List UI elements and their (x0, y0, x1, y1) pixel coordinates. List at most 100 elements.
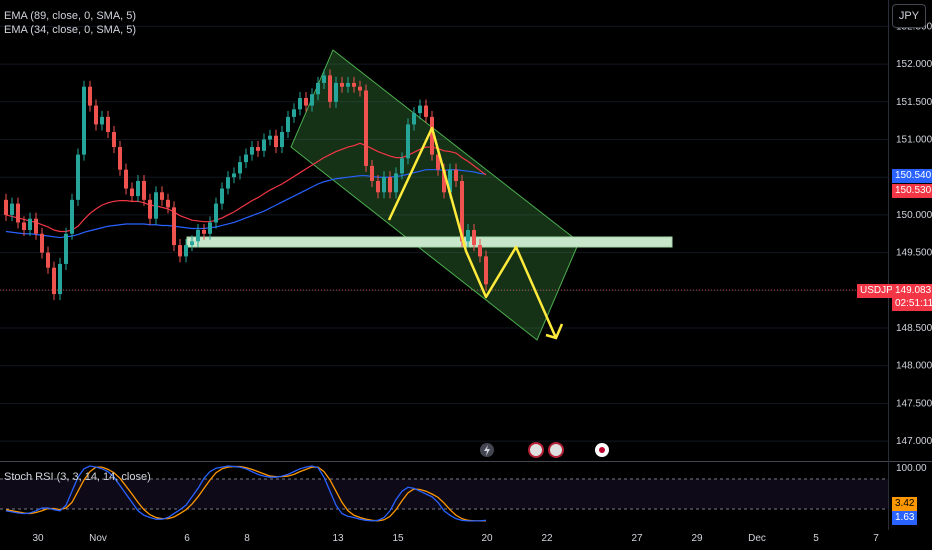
symbol-tag: USDJPY (857, 284, 903, 298)
candle (112, 131, 116, 148)
candle (172, 207, 176, 246)
ema34-legend[interactable]: EMA (34, close, 0, SMA, 5) (4, 24, 137, 36)
jp-flag-dot (599, 447, 605, 453)
x-tick-label: Dec (748, 533, 766, 544)
candle (34, 218, 38, 234)
candle (82, 86, 86, 155)
candle (328, 75, 332, 102)
zigzag-drawing[interactable] (387, 126, 558, 339)
stoch-rsi-legend[interactable]: Stoch RSI (3, 3, 14, 14, close) (4, 471, 151, 483)
x-tick-label: 15 (392, 533, 404, 544)
candle (232, 173, 236, 178)
candle (148, 199, 152, 219)
candle (448, 169, 452, 193)
candle (106, 116, 110, 132)
candle (388, 177, 392, 193)
arrow-head (545, 323, 564, 340)
candle (442, 169, 446, 193)
candle (400, 158, 404, 174)
stoch-d-tag: 3.42 (892, 497, 918, 511)
x-tick-label: 29 (691, 533, 703, 544)
candle (190, 241, 194, 246)
x-axis: 30 Nov 6 8 13 15 20 22 27 29 Dec 5 7 (32, 533, 879, 544)
candle (88, 86, 92, 106)
candle (16, 203, 20, 223)
candle (40, 233, 44, 253)
candle (382, 177, 386, 193)
candle (406, 124, 410, 159)
candle (346, 82, 350, 87)
event-markers (480, 442, 609, 458)
ema89-legend[interactable]: EMA (89, close, 0, SMA, 5) (4, 10, 137, 22)
x-tick-label: 20 (481, 533, 493, 544)
stoch-y-tick: 100.00 (896, 463, 927, 474)
x-tick-label: 27 (631, 533, 643, 544)
candles (4, 69, 488, 301)
x-tick-label: Nov (89, 533, 107, 544)
us-flag-icon (548, 442, 564, 458)
candle (70, 199, 74, 234)
candle (268, 135, 272, 140)
support-zone[interactable] (186, 236, 673, 248)
candle (394, 173, 398, 193)
candle (226, 177, 230, 189)
candle (202, 230, 206, 234)
candle (418, 105, 422, 114)
candle (22, 222, 26, 230)
candle (46, 252, 50, 268)
candle (94, 105, 98, 125)
candle (316, 82, 320, 95)
y-tick-label: 151.000 (896, 135, 932, 146)
candle (460, 180, 464, 242)
candle (28, 218, 32, 230)
x-tick-label: 8 (244, 533, 250, 544)
candle (298, 98, 302, 110)
x-tick-label: 6 (184, 533, 190, 544)
candle (466, 230, 470, 242)
candle (370, 165, 374, 181)
y-tick-label: 152.000 (896, 59, 932, 70)
candle (118, 147, 122, 170)
candle (166, 199, 170, 208)
candle (478, 245, 482, 257)
candle (64, 233, 68, 264)
descending-channel[interactable] (290, 49, 580, 341)
candle (10, 203, 14, 215)
last-price-tag: 149.083 (892, 284, 932, 298)
stoch-d-line (5, 465, 486, 522)
candle (124, 169, 128, 189)
candle (322, 75, 326, 83)
candle (160, 192, 164, 200)
candle (58, 263, 62, 295)
candle (280, 131, 284, 148)
countdown-tag: 02:51:11 (892, 297, 932, 311)
candle (256, 147, 260, 151)
us-flag-icon (528, 442, 544, 458)
candle (238, 162, 242, 174)
candle (286, 116, 290, 132)
candle (76, 154, 80, 200)
candle (292, 109, 296, 117)
candle (220, 188, 224, 204)
candle (340, 82, 344, 87)
y-tick-label: 149.500 (896, 248, 932, 259)
stoch-k-tag: 1.63 (892, 511, 918, 525)
x-tick-label: 5 (813, 533, 819, 544)
candle (142, 180, 146, 200)
y-tick-label: 148.500 (896, 323, 932, 334)
ema34-price-tag: 150.530 (892, 184, 932, 198)
x-tick-label: 13 (332, 533, 344, 544)
candle (100, 116, 104, 125)
stoch-rsi-pane (0, 465, 888, 522)
candle (358, 86, 362, 91)
candle (130, 188, 134, 197)
x-tick-label: 22 (541, 533, 553, 544)
y-tick-label: 148.000 (896, 361, 932, 372)
x-tick-label: 30 (32, 533, 44, 544)
candle (424, 105, 428, 117)
currency-button[interactable]: JPY (892, 4, 926, 28)
candle (184, 245, 188, 257)
candle (454, 169, 458, 181)
flash-glyph (484, 445, 490, 456)
